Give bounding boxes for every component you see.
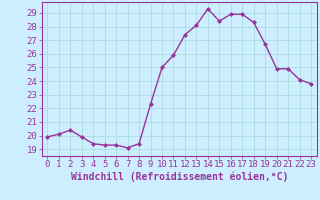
X-axis label: Windchill (Refroidissement éolien,°C): Windchill (Refroidissement éolien,°C) [70, 172, 288, 182]
